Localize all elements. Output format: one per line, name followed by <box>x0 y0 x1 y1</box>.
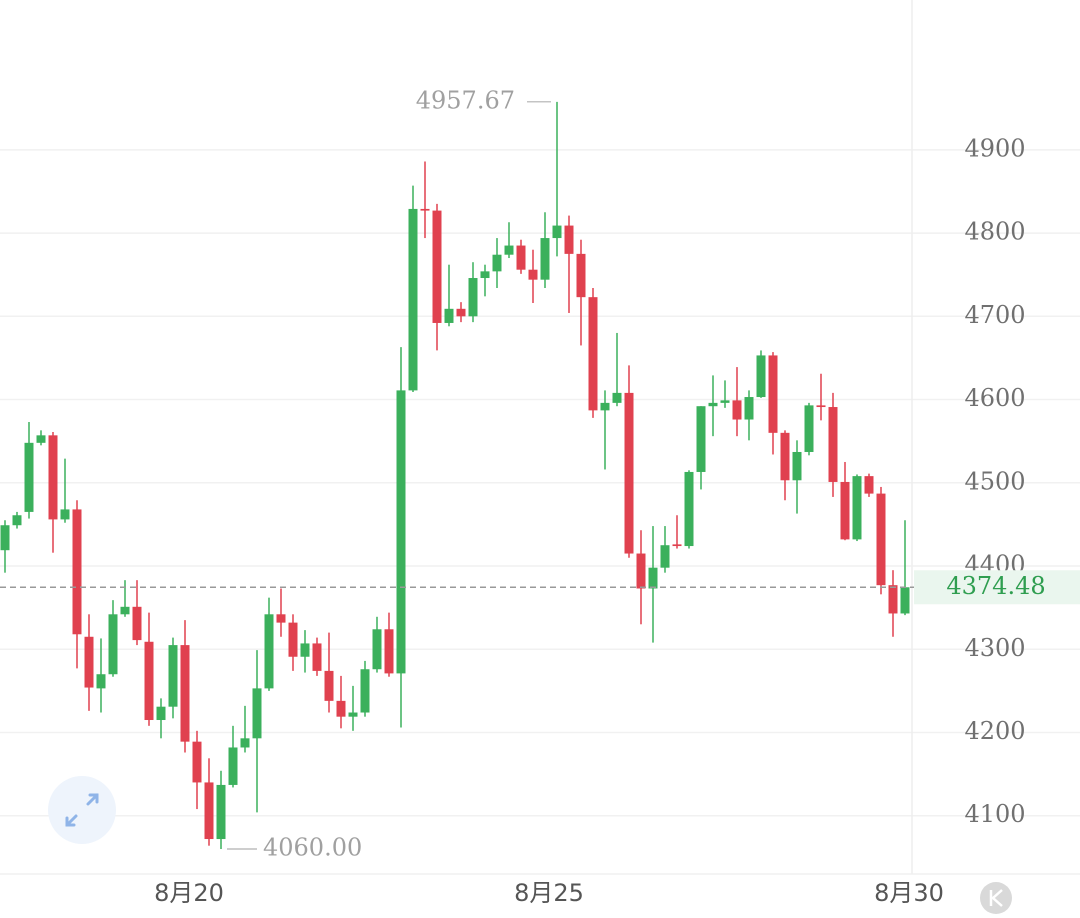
y-tick-label: 4600 <box>964 384 1025 412</box>
candle-body <box>492 254 502 272</box>
candle-body <box>348 712 358 717</box>
candle-body <box>672 544 682 547</box>
candle-body <box>84 636 94 688</box>
y-tick-label: 4300 <box>964 634 1025 662</box>
candle-body <box>204 782 214 840</box>
candle-body <box>660 545 670 568</box>
candle-body <box>864 476 874 494</box>
candle-body <box>780 432 790 481</box>
expand-button-bg <box>48 776 116 844</box>
candle-body <box>276 614 286 623</box>
candle-body <box>468 278 478 317</box>
candle-body <box>564 225 574 254</box>
x-tick-label: 8月30 <box>874 879 944 907</box>
candle-body <box>816 405 826 408</box>
candle-body <box>396 390 406 674</box>
candle-body <box>456 308 466 317</box>
candle-body <box>612 392 622 403</box>
candle-body <box>576 253 586 298</box>
candle-body <box>168 645 178 707</box>
candle-body <box>408 208 418 391</box>
candle-body <box>708 402 718 407</box>
y-tick-label: 4200 <box>964 717 1025 745</box>
candle-body <box>828 407 838 482</box>
candle-body <box>444 308 454 323</box>
kline-button[interactable] <box>980 882 1012 914</box>
candle-body <box>900 587 910 614</box>
candle-body <box>876 493 886 586</box>
expand-button[interactable] <box>48 776 116 844</box>
candle-body <box>180 645 190 742</box>
last-price-bg <box>914 570 1080 605</box>
candle-body <box>888 585 898 614</box>
candle-body <box>192 741 202 783</box>
candle-body <box>156 706 166 721</box>
candle-body <box>300 643 310 657</box>
candle-body <box>72 509 82 635</box>
candle-body <box>720 400 730 403</box>
candle-body <box>264 614 274 689</box>
candle-body <box>120 606 130 615</box>
candle-body <box>12 515 22 526</box>
candle-body <box>48 435 58 520</box>
min-label: 4060.00 <box>263 834 362 862</box>
last-price-label: 4374.48 <box>946 572 1045 600</box>
candle-body <box>624 392 634 554</box>
candle-body <box>636 553 646 589</box>
y-tick-label: 4800 <box>964 218 1025 246</box>
candle-body <box>504 245 514 255</box>
candle-body <box>288 622 298 657</box>
candle-body <box>36 435 46 443</box>
candle-body <box>648 567 658 589</box>
candle-body <box>516 245 526 270</box>
candle-body <box>768 355 778 433</box>
candle-body <box>744 397 754 420</box>
candle-body <box>336 700 346 717</box>
candle-body <box>132 606 142 641</box>
candle-body <box>240 738 250 748</box>
candle-body <box>60 509 70 520</box>
candle-body <box>144 641 154 721</box>
candle-body <box>372 629 382 670</box>
candle-body <box>216 784 226 840</box>
candle-body <box>552 225 562 239</box>
x-tick-label: 8月25 <box>514 879 584 907</box>
kline-icon <box>989 889 1003 907</box>
candle-body <box>108 614 118 675</box>
candle-body <box>420 208 430 211</box>
expand-icon <box>65 793 99 827</box>
candle-body <box>480 271 490 279</box>
candle-body <box>24 442 34 512</box>
candle-body <box>804 405 814 452</box>
candle-body <box>756 355 766 398</box>
candle-body <box>360 669 370 713</box>
candle-body <box>432 210 442 323</box>
x-tick-label: 8月20 <box>154 879 224 907</box>
candle-body <box>0 525 10 551</box>
candle-body <box>792 451 802 481</box>
candle-body <box>600 402 610 411</box>
candle-body <box>840 481 850 540</box>
max-label: 4957.67 <box>416 86 515 114</box>
candle-body <box>384 629 394 674</box>
candle-body <box>252 688 262 739</box>
y-tick-label: 4500 <box>964 467 1025 495</box>
candle-body <box>696 406 706 472</box>
y-tick-label: 4900 <box>964 134 1025 162</box>
candle-body <box>540 238 550 280</box>
candle-body <box>852 476 862 540</box>
candle-body <box>228 747 238 785</box>
candle-body <box>588 297 598 411</box>
candle-body <box>312 643 322 671</box>
candle-body <box>732 400 742 420</box>
y-tick-label: 4100 <box>964 800 1025 828</box>
candle-body <box>528 269 538 280</box>
y-tick-label: 4700 <box>964 301 1025 329</box>
candle-body <box>684 471 694 547</box>
candle-body <box>96 674 106 689</box>
candle-body <box>324 670 334 701</box>
kline-button-bg <box>980 882 1012 914</box>
